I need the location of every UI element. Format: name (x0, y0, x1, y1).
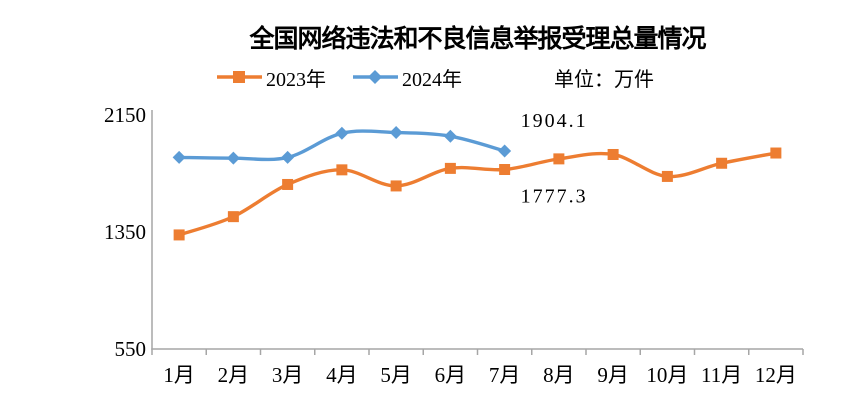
legend-label-2024: 2024年 (402, 68, 462, 91)
marker-2024年-7月 (498, 144, 512, 158)
marker-2023年-2月 (227, 211, 239, 223)
marker-2023年-10月 (661, 170, 673, 182)
x-tick-label: 6月 (435, 363, 467, 387)
y-tick-label: 1350 (104, 220, 146, 244)
data-label-2023年: 1777.3 (521, 186, 588, 208)
x-tick-label: 10月 (646, 363, 688, 387)
marker-2023年-12月 (770, 147, 782, 159)
marker-2024年-3月 (281, 150, 295, 164)
x-tick-label: 4月 (326, 363, 358, 387)
x-tick-label: 11月 (701, 363, 742, 387)
x-tick-label: 2月 (218, 363, 250, 387)
marker-2024年-1月 (172, 150, 186, 164)
legend: 2023年 2024年 单位：万件 (0, 63, 868, 91)
legend-item-2024: 2024年 (352, 63, 462, 91)
chart-title: 全国网络违法和不良信息举报受理总量情况 (249, 24, 706, 53)
legend-marker-2024-diamond-icon (353, 70, 398, 84)
x-tick-label: 8月 (543, 363, 575, 387)
marker-2024年-4月 (335, 126, 349, 140)
marker-2023年-7月 (499, 164, 511, 176)
marker-2023年-11月 (716, 157, 728, 169)
x-tick-label: 9月 (597, 363, 629, 387)
y-tick-label: 2150 (104, 103, 146, 127)
marker-2023年-4月 (336, 164, 348, 176)
marker-2023年-6月 (444, 162, 456, 174)
marker-2023年-9月 (607, 148, 619, 160)
legend-marker-2023-square-icon (217, 71, 262, 83)
unit-label: 单位：万件 (554, 68, 654, 91)
y-tick-label: 550 (115, 337, 147, 361)
marker-2023年-3月 (282, 178, 294, 190)
series-line-2023年 (177, 151, 778, 237)
marker-2024年-5月 (389, 126, 403, 140)
x-tick-label: 12月 (755, 363, 797, 387)
x-tick-label: 3月 (272, 363, 304, 387)
marker-2023年-8月 (553, 153, 565, 165)
x-tick-label: 7月 (489, 363, 521, 387)
data-label-2024年: 1904.1 (521, 110, 588, 132)
legend-item-2023: 2023年 (216, 63, 326, 91)
x-tick-label: 1月 (163, 363, 195, 387)
x-tick-label: 5月 (380, 363, 412, 387)
marker-2023年-5月 (390, 180, 402, 192)
legend-label-2023: 2023年 (266, 68, 326, 91)
marker-2024年-2月 (226, 151, 240, 165)
marker-2024年-6月 (443, 129, 457, 143)
marker-2023年-1月 (173, 229, 185, 241)
